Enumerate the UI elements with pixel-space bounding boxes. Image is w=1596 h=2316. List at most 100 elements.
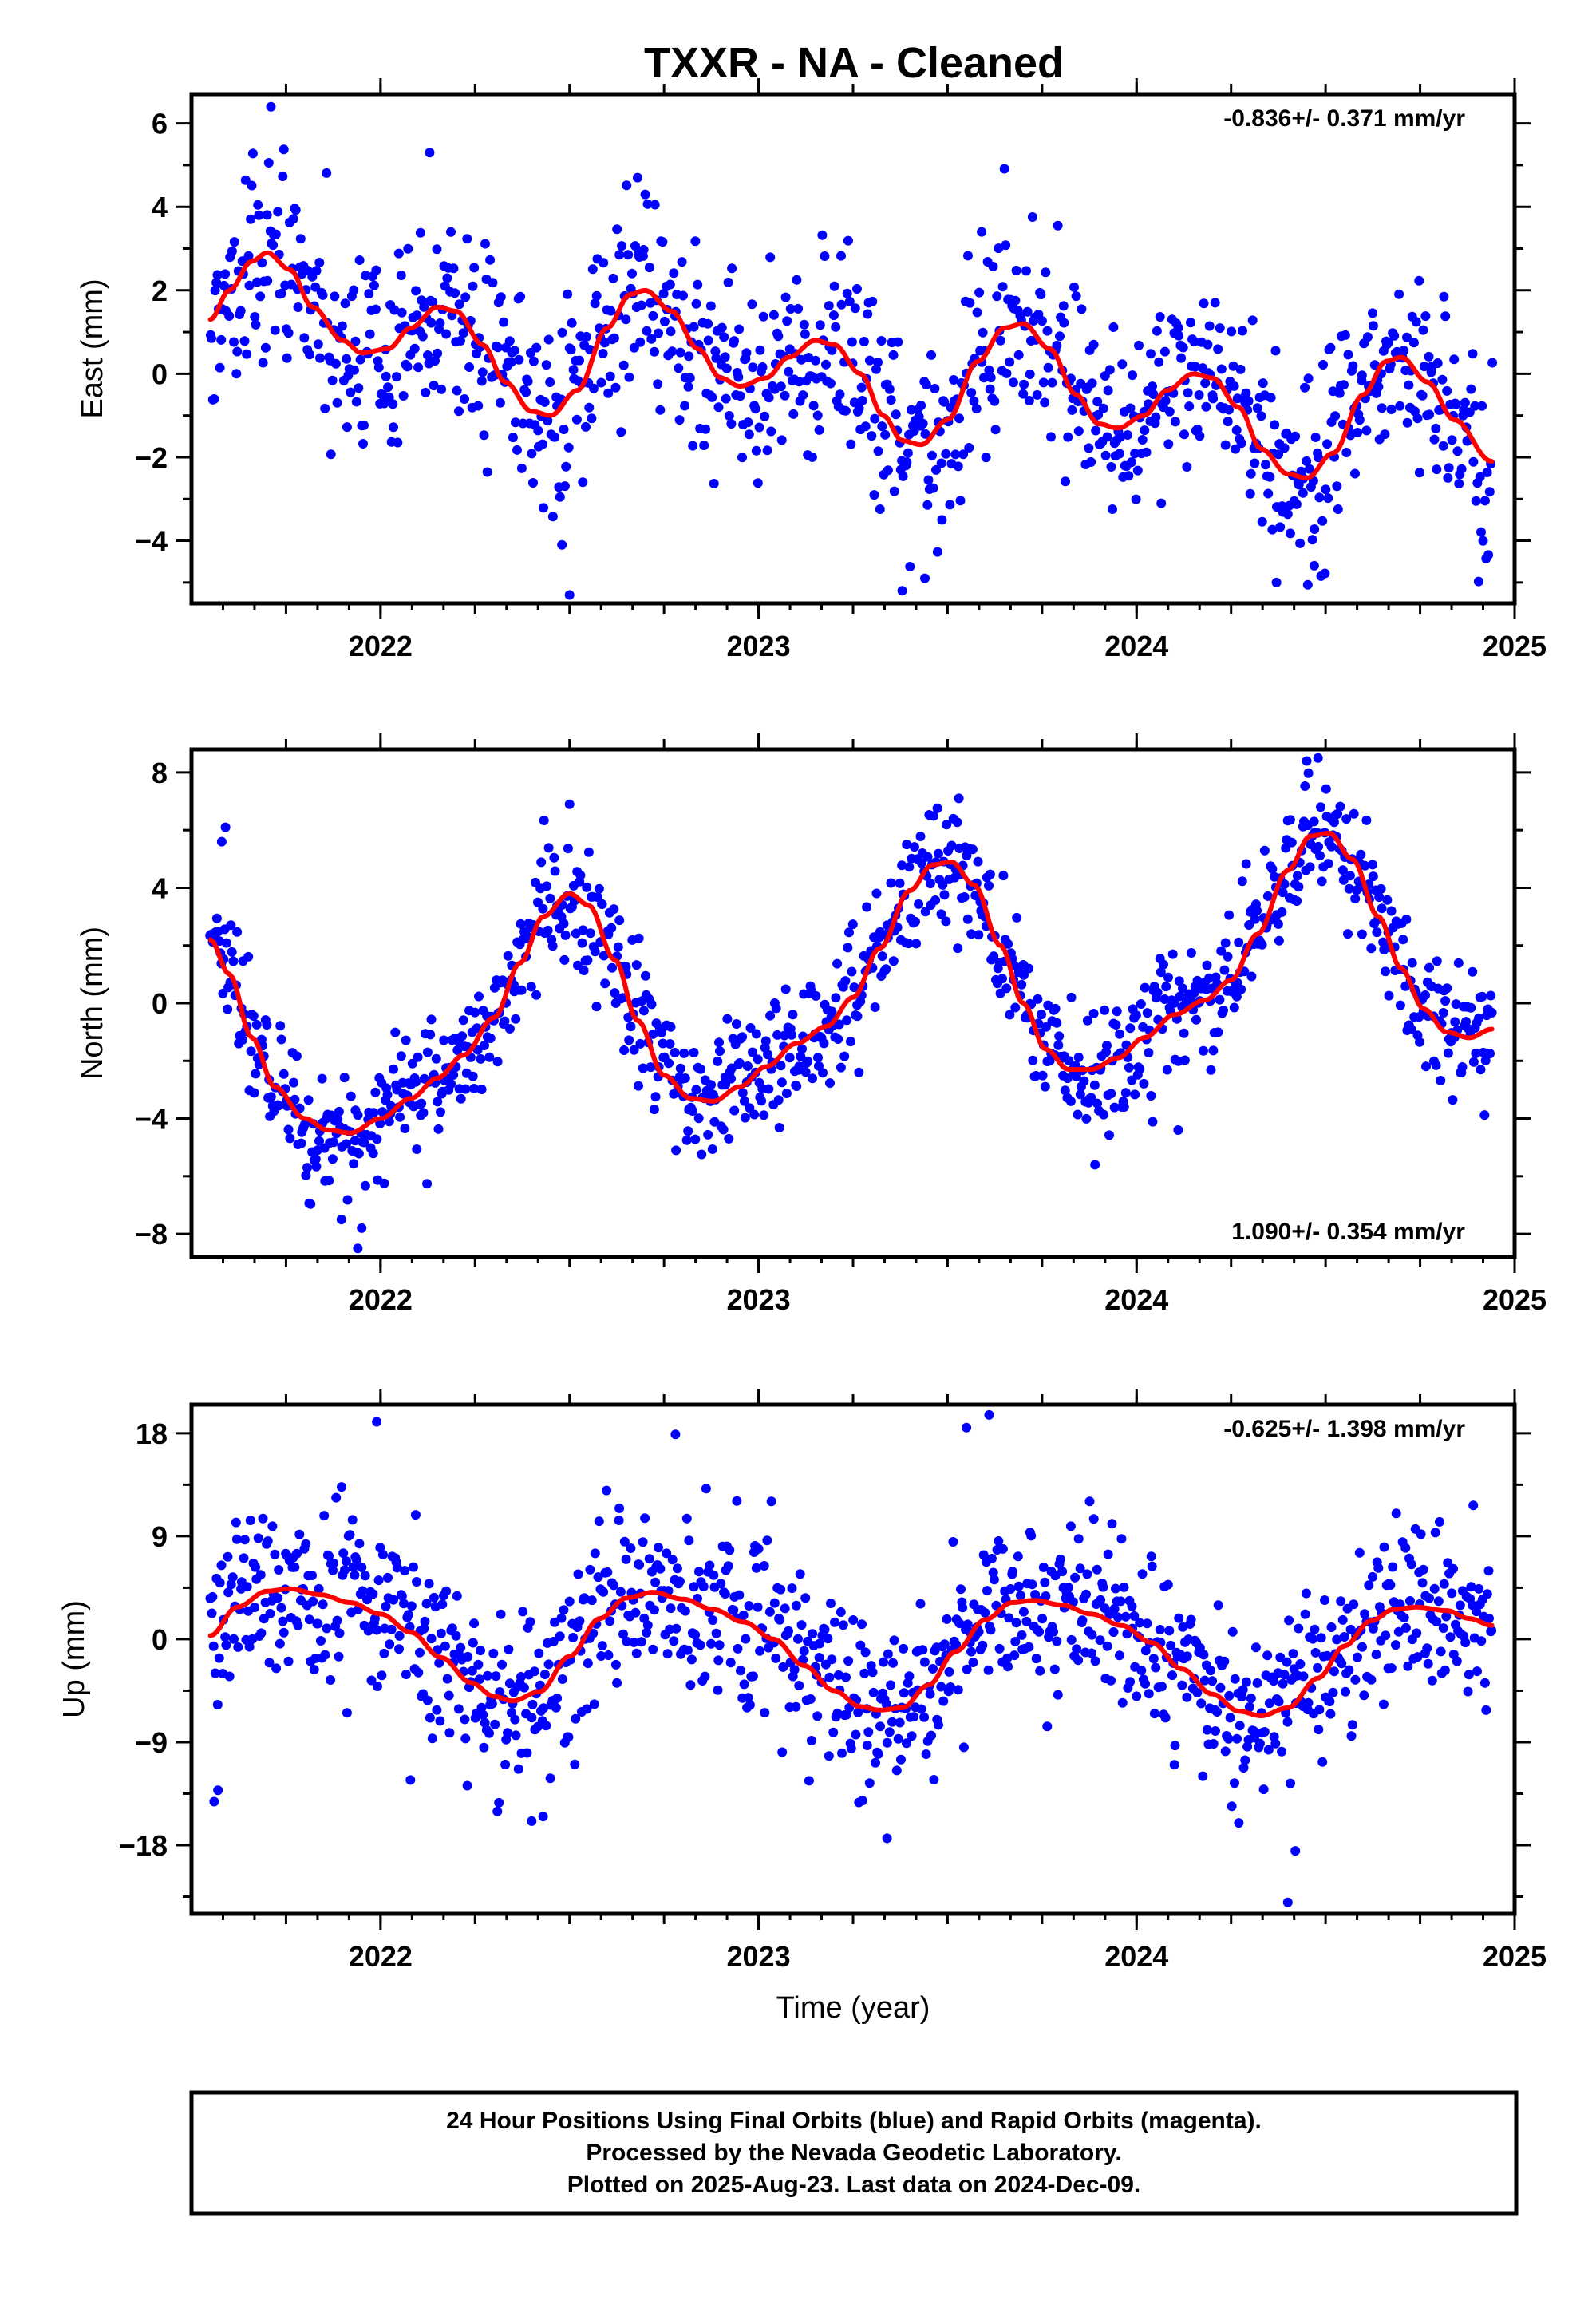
up-point [563,1732,574,1742]
east-point [1290,431,1301,441]
east-point [945,500,955,510]
north-x-tick-label: 2025 [1483,1283,1547,1316]
east-point [409,343,420,354]
north-point [1028,1055,1038,1065]
east-point [814,425,824,435]
east-point [800,329,810,339]
up-point [882,1833,892,1844]
up-point [1034,1626,1045,1637]
up-point [340,1565,350,1575]
east-point [867,296,878,306]
east-point [1055,331,1065,342]
north-point [657,1027,666,1037]
up-point [221,1640,231,1650]
north-point [1421,1061,1431,1072]
east-point [1483,550,1494,560]
up-point [1303,1697,1314,1708]
east-point [1424,409,1435,420]
north-point [941,916,951,927]
east-point [747,299,757,310]
north-point [658,1038,668,1049]
east-point [812,410,823,421]
up-point [331,1492,342,1503]
up-point [373,1682,382,1691]
north-point [1053,1040,1064,1050]
east-point [966,388,977,398]
north-point [925,879,935,889]
north-point [946,840,957,851]
up-point [294,1529,305,1539]
up-point [701,1484,711,1494]
east-point [559,481,570,492]
up-point [413,1667,424,1678]
up-point [1003,1662,1013,1672]
north-point [460,1084,471,1094]
north-point [966,929,977,939]
east-point [432,244,442,255]
east-point [1368,308,1377,318]
north-point [998,871,1009,881]
north-point [1120,1088,1131,1098]
east-point [1174,330,1184,341]
north-point [734,1058,745,1068]
up-point [1448,1563,1458,1574]
east-point [888,350,899,360]
east-point [247,180,257,191]
up-point [741,1634,751,1644]
north-point [1356,849,1366,860]
east-point [550,432,559,442]
up-point [1208,1739,1219,1749]
north-point [396,1051,406,1061]
north-point [621,962,631,972]
east-point [754,422,764,433]
east-point [557,539,567,550]
east-point [1275,522,1286,532]
up-point [350,1570,360,1580]
up-point [478,1709,488,1720]
up-point [804,1776,814,1786]
east-point [857,396,867,405]
up-point [1282,1717,1293,1727]
east-y-axis-label: East (mm) [76,279,109,418]
up-point [953,1685,963,1695]
up-point [1423,1658,1433,1669]
north-point [729,1105,740,1116]
east-point [817,230,828,240]
east-point [543,416,553,426]
up-point [1086,1648,1096,1658]
north-point [854,1067,864,1077]
east-point [1447,435,1457,445]
north-point [825,1078,835,1089]
up-point [881,1699,891,1709]
east-point [1377,403,1387,413]
up-point [1288,1649,1298,1659]
north-point [1054,1031,1065,1041]
north-point [418,1108,429,1118]
up-point [379,1648,389,1658]
north-point [439,1035,449,1045]
up-point [529,1666,539,1677]
east-point [293,302,303,312]
up-point [1455,1600,1465,1611]
north-point [226,920,236,931]
north-point [458,1015,468,1026]
east-point [1341,448,1352,457]
up-point [1481,1705,1491,1715]
north-point [1321,784,1331,794]
east-point [1086,457,1096,467]
east-point [425,148,435,158]
up-point [469,1618,480,1629]
east-point [984,365,994,375]
up-point [1192,1687,1203,1697]
up-point [638,1537,648,1547]
east-point [383,382,393,393]
up-point [978,1640,988,1650]
chart-title: TXXR - NA - Cleaned [644,39,1064,87]
up-point [1445,1632,1456,1642]
east-point [928,483,938,493]
up-point [364,1624,374,1634]
up-point [753,1543,764,1554]
east-point [606,306,616,316]
east-point [780,390,790,401]
up-point [1349,1599,1359,1610]
